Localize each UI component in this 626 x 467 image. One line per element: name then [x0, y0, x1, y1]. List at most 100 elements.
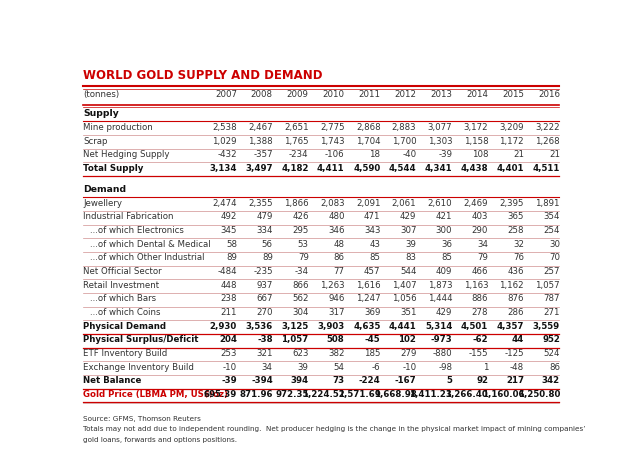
Text: 3,125: 3,125	[282, 322, 309, 331]
Text: 3,497: 3,497	[245, 164, 273, 173]
Text: 3,903: 3,903	[317, 322, 344, 331]
Text: 354: 354	[543, 212, 560, 221]
Text: gold loans, forwards and options positions.: gold loans, forwards and options positio…	[83, 437, 237, 443]
Text: 4,590: 4,590	[353, 164, 381, 173]
Text: 871.96: 871.96	[239, 390, 273, 399]
Text: 2,868: 2,868	[356, 123, 381, 132]
Text: Net Hedging Supply: Net Hedging Supply	[83, 150, 170, 159]
Text: 76: 76	[513, 254, 524, 262]
Text: 4,357: 4,357	[496, 322, 524, 331]
Text: 4,438: 4,438	[461, 164, 488, 173]
Text: 32: 32	[513, 240, 524, 249]
Text: Total Supply: Total Supply	[83, 164, 143, 173]
Text: 85: 85	[441, 254, 453, 262]
Text: 866: 866	[292, 281, 309, 290]
Text: 2,610: 2,610	[428, 199, 453, 208]
Text: 4,182: 4,182	[281, 164, 309, 173]
Text: 623: 623	[292, 349, 309, 358]
Text: 369: 369	[364, 308, 381, 317]
Text: 4,341: 4,341	[424, 164, 453, 173]
Text: 258: 258	[508, 226, 524, 235]
Text: 1,163: 1,163	[464, 281, 488, 290]
Text: 471: 471	[364, 212, 381, 221]
Text: 5,314: 5,314	[425, 322, 453, 331]
Text: -40: -40	[403, 150, 416, 159]
Text: 102: 102	[399, 335, 416, 344]
Text: 2009: 2009	[287, 90, 309, 99]
Text: 480: 480	[328, 212, 344, 221]
Text: -34: -34	[295, 267, 309, 276]
Text: 89: 89	[226, 254, 237, 262]
Text: 1,743: 1,743	[320, 136, 344, 146]
Text: ...of which Dental & Medical: ...of which Dental & Medical	[90, 240, 210, 249]
Text: 2,469: 2,469	[464, 199, 488, 208]
Text: 972.35: 972.35	[275, 390, 309, 399]
Text: 2014: 2014	[466, 90, 488, 99]
Text: -224: -224	[359, 376, 381, 385]
Text: -432: -432	[217, 150, 237, 159]
Text: 3,209: 3,209	[500, 123, 524, 132]
Text: 86: 86	[334, 254, 344, 262]
Text: 1,029: 1,029	[212, 136, 237, 146]
Text: 429: 429	[436, 308, 453, 317]
Text: 2,467: 2,467	[248, 123, 273, 132]
Text: 2008: 2008	[251, 90, 273, 99]
Text: Gold Price (LBMA PM, US$/oz): Gold Price (LBMA PM, US$/oz)	[83, 390, 228, 399]
Text: 409: 409	[436, 267, 453, 276]
Text: 86: 86	[549, 363, 560, 372]
Text: 77: 77	[334, 267, 344, 276]
Text: 48: 48	[334, 240, 344, 249]
Text: 1,407: 1,407	[392, 281, 416, 290]
Text: 2,474: 2,474	[212, 199, 237, 208]
Text: 217: 217	[506, 376, 524, 385]
Text: 1,700: 1,700	[392, 136, 416, 146]
Text: Source: GFMS, Thomson Reuters: Source: GFMS, Thomson Reuters	[83, 416, 201, 422]
Text: 343: 343	[364, 226, 381, 235]
Text: -6: -6	[372, 363, 381, 372]
Text: 34: 34	[477, 240, 488, 249]
Text: 3,134: 3,134	[209, 164, 237, 173]
Text: Scrap: Scrap	[83, 136, 108, 146]
Text: 334: 334	[256, 226, 273, 235]
Text: 18: 18	[369, 150, 381, 159]
Text: 1,160.06: 1,160.06	[481, 390, 524, 399]
Text: 295: 295	[292, 226, 309, 235]
Text: 2015: 2015	[502, 90, 524, 99]
Text: Totals may not add due to independent rounding.  Net producer hedging is the cha: Totals may not add due to independent ro…	[83, 426, 585, 432]
Text: 1,444: 1,444	[428, 294, 453, 304]
Text: -45: -45	[365, 335, 381, 344]
Text: 85: 85	[369, 254, 381, 262]
Text: 257: 257	[543, 267, 560, 276]
Text: 307: 307	[400, 226, 416, 235]
Text: 3,559: 3,559	[533, 322, 560, 331]
Text: 448: 448	[220, 281, 237, 290]
Text: -167: -167	[394, 376, 416, 385]
Text: 300: 300	[436, 226, 453, 235]
Text: 108: 108	[472, 150, 488, 159]
Text: ...of which Electronics: ...of which Electronics	[90, 226, 184, 235]
Text: 394: 394	[290, 376, 309, 385]
Text: 39: 39	[298, 363, 309, 372]
Text: 1,866: 1,866	[284, 199, 309, 208]
Text: 1,247: 1,247	[356, 294, 381, 304]
Text: 286: 286	[508, 308, 524, 317]
Text: 1,158: 1,158	[464, 136, 488, 146]
Text: 73: 73	[332, 376, 344, 385]
Text: 457: 457	[364, 267, 381, 276]
Text: 185: 185	[364, 349, 381, 358]
Text: 382: 382	[328, 349, 344, 358]
Text: 436: 436	[508, 267, 524, 276]
Text: -10: -10	[223, 363, 237, 372]
Text: 1,411.23: 1,411.23	[409, 390, 453, 399]
Text: -38: -38	[257, 335, 273, 344]
Text: 39: 39	[406, 240, 416, 249]
Text: 4,411: 4,411	[317, 164, 344, 173]
Text: 204: 204	[219, 335, 237, 344]
Text: Supply: Supply	[83, 109, 119, 118]
Text: 54: 54	[334, 363, 344, 372]
Text: 2,083: 2,083	[320, 199, 344, 208]
Text: 1: 1	[483, 363, 488, 372]
Text: 1,765: 1,765	[284, 136, 309, 146]
Text: Net Official Sector: Net Official Sector	[83, 267, 162, 276]
Text: 2,775: 2,775	[320, 123, 344, 132]
